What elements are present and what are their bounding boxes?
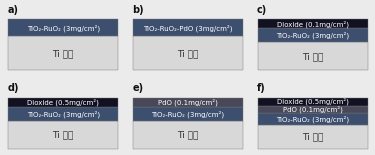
Text: TiO₂-RuO₂ (3mg/cm²): TiO₂-RuO₂ (3mg/cm²)	[27, 110, 100, 118]
Text: e): e)	[132, 83, 143, 93]
Text: f): f)	[257, 83, 266, 93]
Text: d): d)	[7, 83, 19, 93]
Bar	[258, 42, 368, 71]
Bar	[9, 19, 118, 36]
Bar	[258, 125, 368, 149]
Text: Dioxide (0.5mg/cm²): Dioxide (0.5mg/cm²)	[27, 99, 99, 106]
Bar	[258, 19, 368, 28]
Bar	[9, 98, 118, 107]
Bar	[9, 36, 118, 71]
Text: c): c)	[257, 4, 267, 15]
Text: b): b)	[132, 4, 144, 15]
Bar	[134, 121, 243, 149]
Text: a): a)	[7, 4, 18, 15]
Text: Ti 기판: Ti 기판	[177, 49, 199, 58]
Bar	[258, 106, 368, 113]
Text: PdO (0.1mg/cm²): PdO (0.1mg/cm²)	[158, 99, 218, 106]
Bar	[134, 107, 243, 121]
Text: Ti 기판: Ti 기판	[53, 49, 74, 58]
Text: Ti 기판: Ti 기판	[177, 131, 199, 140]
Text: TiO₂-RuO₂ (3mg/cm²): TiO₂-RuO₂ (3mg/cm²)	[276, 32, 350, 39]
Text: TiO₂-RuO₂ (3mg/cm²): TiO₂-RuO₂ (3mg/cm²)	[27, 24, 100, 31]
Text: TiO₂-RuO₂ (3mg/cm²): TiO₂-RuO₂ (3mg/cm²)	[276, 116, 350, 123]
Text: TiO₂-RuO₂-PdO (3mg/cm²): TiO₂-RuO₂-PdO (3mg/cm²)	[143, 24, 233, 31]
Text: Ti 기판: Ti 기판	[53, 131, 74, 140]
Text: Ti 기판: Ti 기판	[302, 133, 324, 142]
Bar	[134, 98, 243, 107]
Bar	[9, 107, 118, 121]
Bar	[258, 113, 368, 125]
Text: PdO (0.1mg/cm²): PdO (0.1mg/cm²)	[283, 106, 343, 113]
Bar	[258, 98, 368, 106]
Text: Dioxide (0.1mg/cm²): Dioxide (0.1mg/cm²)	[277, 20, 349, 28]
Text: TiO₂-RuO₂ (3mg/cm²): TiO₂-RuO₂ (3mg/cm²)	[152, 110, 225, 118]
Bar	[9, 121, 118, 149]
Text: Dioxide (0.5mg/cm²): Dioxide (0.5mg/cm²)	[277, 98, 349, 105]
Bar	[134, 19, 243, 36]
Text: Ti 기판: Ti 기판	[302, 52, 324, 61]
Bar	[258, 28, 368, 42]
Bar	[134, 36, 243, 71]
